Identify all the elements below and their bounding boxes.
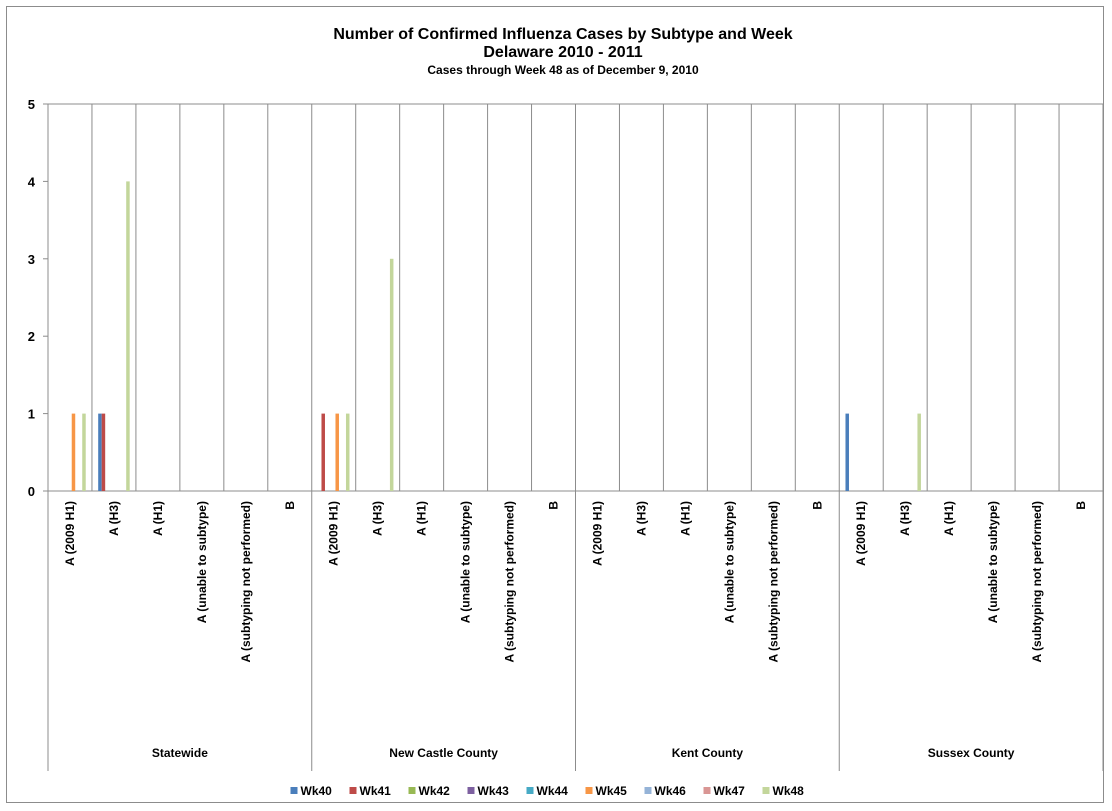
category-label: A (H3): [107, 501, 121, 536]
legend-swatch: [349, 787, 357, 794]
legend-label: Wk47: [714, 784, 746, 798]
y-tick-label: 5: [28, 97, 35, 112]
legend-label: Wk42: [419, 784, 451, 798]
chart-note: Cases through Week 48 as of December 9, …: [427, 63, 699, 77]
chart-frame: Number of Confirmed Influenza Cases by S…: [6, 6, 1104, 803]
bar-wk48-1-0: [345, 413, 350, 491]
category-label: A (unable to subtype): [722, 501, 736, 623]
category-label: B: [810, 501, 824, 510]
legend-swatch: [467, 787, 475, 794]
bar-wk48-1-1: [389, 258, 394, 491]
grid-layer: [43, 103, 1104, 771]
legend: Wk40 Wk41 Wk42 Wk43 Wk44 Wk45 Wk46 Wk47 Wk48: [290, 784, 805, 798]
y-tick-label: 0: [28, 484, 35, 499]
y-tick-label: 2: [28, 329, 35, 344]
category-label: A (H1): [151, 501, 165, 536]
bars-layer: [71, 181, 921, 491]
bar-wk48-0-0: [82, 413, 86, 491]
chart-title: Number of Confirmed Influenza Cases by S…: [333, 26, 792, 43]
legend-label: Wk43: [478, 784, 510, 798]
legend-swatch: [408, 787, 416, 794]
category-label: A (H1): [678, 501, 692, 536]
y-tick-label: 1: [28, 407, 35, 422]
category-label: B: [547, 501, 561, 510]
bar-wk41-0-1: [101, 413, 106, 491]
group-label: Statewide: [152, 746, 208, 760]
category-label: B: [1074, 501, 1088, 510]
legend-label: Wk40: [301, 784, 333, 798]
group-label: Sussex County: [928, 746, 1015, 760]
chart-svg: Number of Confirmed Influenza Cases by S…: [28, 26, 1104, 798]
category-label: A (unable to subtype): [195, 501, 209, 623]
legend-label: Wk45: [596, 784, 628, 798]
category-label: B: [283, 501, 297, 510]
category-label: A (H1): [942, 501, 956, 536]
bar-wk48-3-1: [917, 413, 921, 491]
y-tick-label: 3: [28, 252, 35, 267]
category-label: A (2009 H1): [590, 501, 604, 566]
bar-wk48-0-1: [126, 181, 130, 491]
category-label: A (H3): [634, 501, 648, 536]
legend-label: Wk48: [773, 784, 805, 798]
category-label: A (2009 H1): [327, 501, 341, 566]
category-label: A (H3): [898, 501, 912, 536]
legend-label: Wk46: [655, 784, 687, 798]
category-label: A (subtyping not performed): [766, 501, 780, 663]
y-tick-label: 4: [28, 174, 36, 189]
category-label: A (subtyping not performed): [239, 501, 253, 663]
group-label: New Castle County: [389, 746, 498, 760]
category-label: A (2009 H1): [63, 501, 77, 566]
bar-wk41-1-0: [321, 413, 325, 491]
legend-swatch: [703, 787, 711, 794]
legend-swatch: [762, 787, 770, 794]
legend-label: Wk44: [537, 784, 569, 798]
bar-wk45-1-0: [335, 413, 339, 491]
legend-swatch: [644, 787, 652, 794]
bar-wk40-3-0: [845, 413, 849, 491]
category-label: A (subtyping not performed): [1030, 501, 1044, 663]
group-label: Kent County: [672, 746, 744, 760]
legend-swatch: [526, 787, 534, 794]
category-label: A (unable to subtype): [986, 501, 1000, 623]
category-label: A (H1): [415, 501, 429, 536]
category-label: A (unable to subtype): [459, 501, 473, 623]
legend-label: Wk41: [360, 784, 392, 798]
legend-swatch: [585, 787, 593, 794]
legend-swatch: [290, 787, 298, 794]
chart-subtitle: Delaware 2010 - 2011: [483, 44, 642, 61]
category-label: A (H3): [371, 501, 385, 536]
bar-wk40-0-1: [98, 413, 102, 491]
category-label: A (2009 H1): [854, 501, 868, 566]
bar-wk45-0-0: [71, 413, 76, 491]
category-label: A (subtyping not performed): [503, 501, 517, 663]
axis-layer: 0 1 2 3 4 5 A (2009 H1) A (H3) A (H1) A (unable t…: [28, 97, 1088, 760]
